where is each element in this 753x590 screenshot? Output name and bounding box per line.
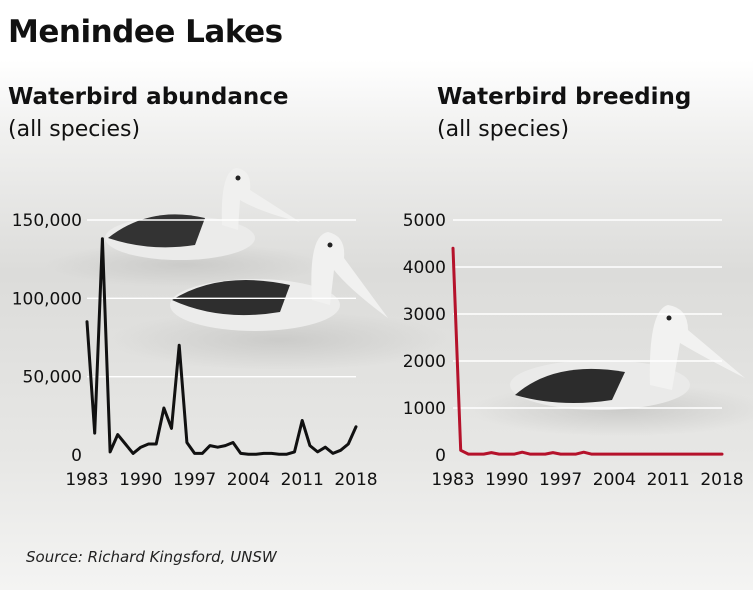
source-note: Source: Richard Kingsford, UNSW <box>26 548 277 566</box>
breeding-chart-title: Waterbird breeding <box>437 84 692 110</box>
abundance-x-tick-label: 2004 <box>227 470 270 490</box>
breeding-x-tick-label: 2011 <box>647 470 690 490</box>
abundance-x-tick-label: 2011 <box>281 470 324 490</box>
breeding-x-tick-label: 1990 <box>485 470 528 490</box>
abundance-chart-title: Waterbird abundance <box>8 84 289 110</box>
abundance-chart-subtitle: (all species) <box>8 117 141 142</box>
abundance-y-tick-label: 100,000 <box>12 289 82 309</box>
breeding-y-tick-label: 5000 <box>403 211 446 231</box>
pelican-1-icon <box>105 168 300 260</box>
abundance-x-tick-label: 1983 <box>65 470 108 490</box>
breeding-x-tick-label: 2004 <box>593 470 636 490</box>
abundance-x-tick-label: 2018 <box>334 470 377 490</box>
abundance-y-tick-label: 50,000 <box>23 368 82 388</box>
abundance-chart: 0 50,000 100,000 150,000 1983 1990 1997 2004 201… <box>12 211 378 490</box>
breeding-y-tick-label: 1000 <box>403 399 446 419</box>
page-title: Menindee Lakes <box>8 14 283 50</box>
breeding-y-tick-label: 2000 <box>403 352 446 372</box>
breeding-x-tick-label: 1997 <box>539 470 582 490</box>
abundance-x-tick-label: 1997 <box>173 470 216 490</box>
breeding-chart: 0 1000 2000 3000 4000 5000 1983 1990 1997 2004 201… <box>403 211 744 490</box>
pelican-2-icon <box>170 232 388 331</box>
abundance-y-tick-label: 150,000 <box>12 211 82 231</box>
breeding-chart-subtitle: (all species) <box>437 117 570 142</box>
abundance-series-line <box>85 237 358 456</box>
breeding-series-line <box>451 246 724 456</box>
abundance-y-tick-label: 0 <box>71 446 82 466</box>
pelican-3-icon <box>510 305 745 410</box>
breeding-y-tick-label: 4000 <box>403 258 446 278</box>
abundance-x-tick-label: 1990 <box>119 470 162 490</box>
breeding-x-tick-label: 1983 <box>431 470 474 490</box>
breeding-y-tick-label: 3000 <box>403 305 446 325</box>
breeding-x-tick-label: 2018 <box>700 470 743 490</box>
breeding-y-tick-label: 0 <box>435 446 446 466</box>
